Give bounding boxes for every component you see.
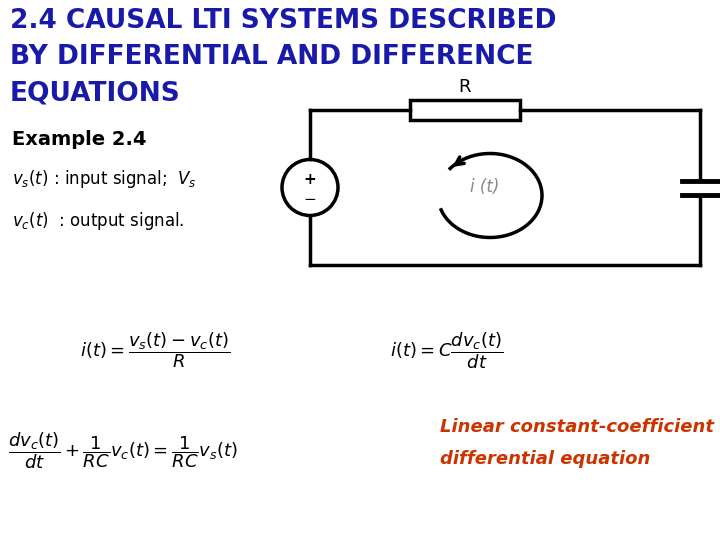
Text: Example 2.4: Example 2.4 [12,130,146,149]
Text: BY DIFFERENTIAL AND DIFFERENCE: BY DIFFERENTIAL AND DIFFERENCE [10,44,534,70]
Text: R: R [459,78,472,96]
Circle shape [282,159,338,215]
Text: +: + [304,172,316,187]
Text: $v_s(t)$ : input signal;  $V_s$: $v_s(t)$ : input signal; $V_s$ [12,168,197,190]
Text: differential equation: differential equation [440,450,650,468]
Text: $i(t)=\dfrac{v_s(t)-v_c(t)}{R}$: $i(t)=\dfrac{v_s(t)-v_c(t)}{R}$ [80,330,230,370]
Text: $-$: $-$ [303,190,317,205]
Text: $i(t)=C\dfrac{dv_c(t)}{dt}$: $i(t)=C\dfrac{dv_c(t)}{dt}$ [390,330,503,370]
Text: $\dfrac{dv_c(t)}{dt}+\dfrac{1}{RC}v_c(t)=\dfrac{1}{RC}v_s(t)$: $\dfrac{dv_c(t)}{dt}+\dfrac{1}{RC}v_c(t)… [8,430,238,471]
Text: 2.4 CAUSAL LTI SYSTEMS DESCRIBED: 2.4 CAUSAL LTI SYSTEMS DESCRIBED [10,8,557,34]
Text: Linear constant-coefficient: Linear constant-coefficient [440,418,714,436]
Bar [410,100,520,120]
Text: $v_c(t)$  : output signal.: $v_c(t)$ : output signal. [12,210,184,232]
Text: i (t): i (t) [470,179,500,197]
Text: EQUATIONS: EQUATIONS [10,80,181,106]
